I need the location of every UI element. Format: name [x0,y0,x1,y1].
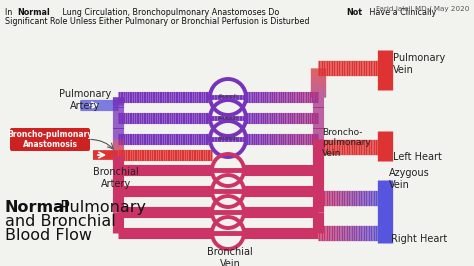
Text: Significant Role Unless Either Pulmonary or Bronchial Perfusion is Disturbed: Significant Role Unless Either Pulmonary… [5,17,310,26]
Text: Have a Clinically: Have a Clinically [367,8,436,17]
Text: Pulmonary
Vein: Pulmonary Vein [393,53,445,75]
Text: Lung Circulation, Bronchopulmonary Anastomoses Do: Lung Circulation, Bronchopulmonary Anast… [60,8,282,17]
Text: Normal: Normal [18,8,50,17]
Text: Bronchial
Artery: Bronchial Artery [93,167,139,189]
Text: Alveoli: Alveoli [218,94,238,99]
Text: Farid Jalali MD / May 2020: Farid Jalali MD / May 2020 [375,6,469,12]
Text: Alveoli: Alveoli [218,115,238,120]
Text: Bronchial
Vein: Bronchial Vein [207,247,253,266]
Text: Left Heart: Left Heart [393,152,442,162]
Text: Broncho-
pulmonary
Vein: Broncho- pulmonary Vein [322,128,371,158]
Text: Normal: Normal [5,200,70,215]
Text: Right Heart: Right Heart [391,234,447,244]
Text: Pulmonary: Pulmonary [55,200,146,215]
Text: Alveoli: Alveoli [218,136,238,142]
Text: Pulmonary
Artery: Pulmonary Artery [59,89,111,111]
Text: Azygous
Vein: Azygous Vein [389,168,430,190]
Text: Blood Flow: Blood Flow [5,228,92,243]
Text: Broncho-pulmonary
Anastomosis: Broncho-pulmonary Anastomosis [7,130,93,149]
Text: In: In [5,8,15,17]
Text: Not: Not [346,8,362,17]
Text: and Bronchial: and Bronchial [5,214,116,229]
FancyBboxPatch shape [10,128,90,151]
